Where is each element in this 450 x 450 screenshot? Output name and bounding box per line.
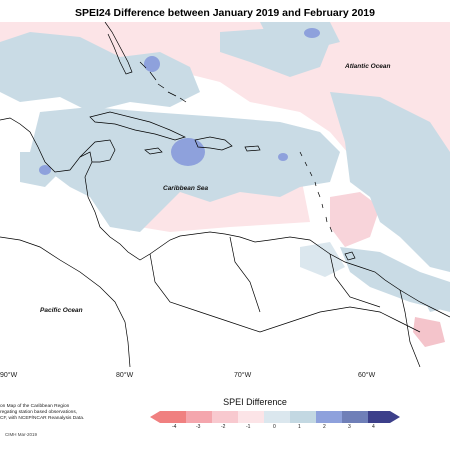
map-footer: CIMH Mar-2019 [5,432,38,437]
legend-tick: -4 [172,424,177,430]
legend-tick: 4 [372,424,375,430]
longitude-tick-70w: 70°W [234,372,252,379]
color-legend-bar [150,411,400,423]
map-caption: on Map of the Caribbean Region regating … [0,404,85,421]
legend-tick: -3 [196,424,201,430]
legend-tick: 0 [273,424,276,430]
strong-positive-spots [39,28,320,175]
caribbean-sea-label: Caribbean Sea [163,185,209,192]
atlantic-ocean-label: Atlantic Ocean [344,63,391,70]
legend-tick: 2 [323,424,326,430]
longitude-tick-60w: 60°W [358,372,376,379]
coastlines [0,22,450,367]
legend-tick: -2 [221,424,226,430]
map-title: SPEI24 Difference between January 2019 a… [75,7,375,19]
legend-tick: -1 [246,424,251,430]
pacific-ocean-label: Pacific Ocean [40,307,83,314]
legend-tick: 3 [348,424,351,430]
longitude-tick-80w: 80°W [116,372,134,379]
legend-tick: 1 [298,424,301,430]
legend-title: SPEI Difference [223,397,287,407]
longitude-tick-90w: 90°W [0,372,18,379]
spei-map: Atlantic Ocean Caribbean Sea Pacific Oce… [0,22,450,367]
